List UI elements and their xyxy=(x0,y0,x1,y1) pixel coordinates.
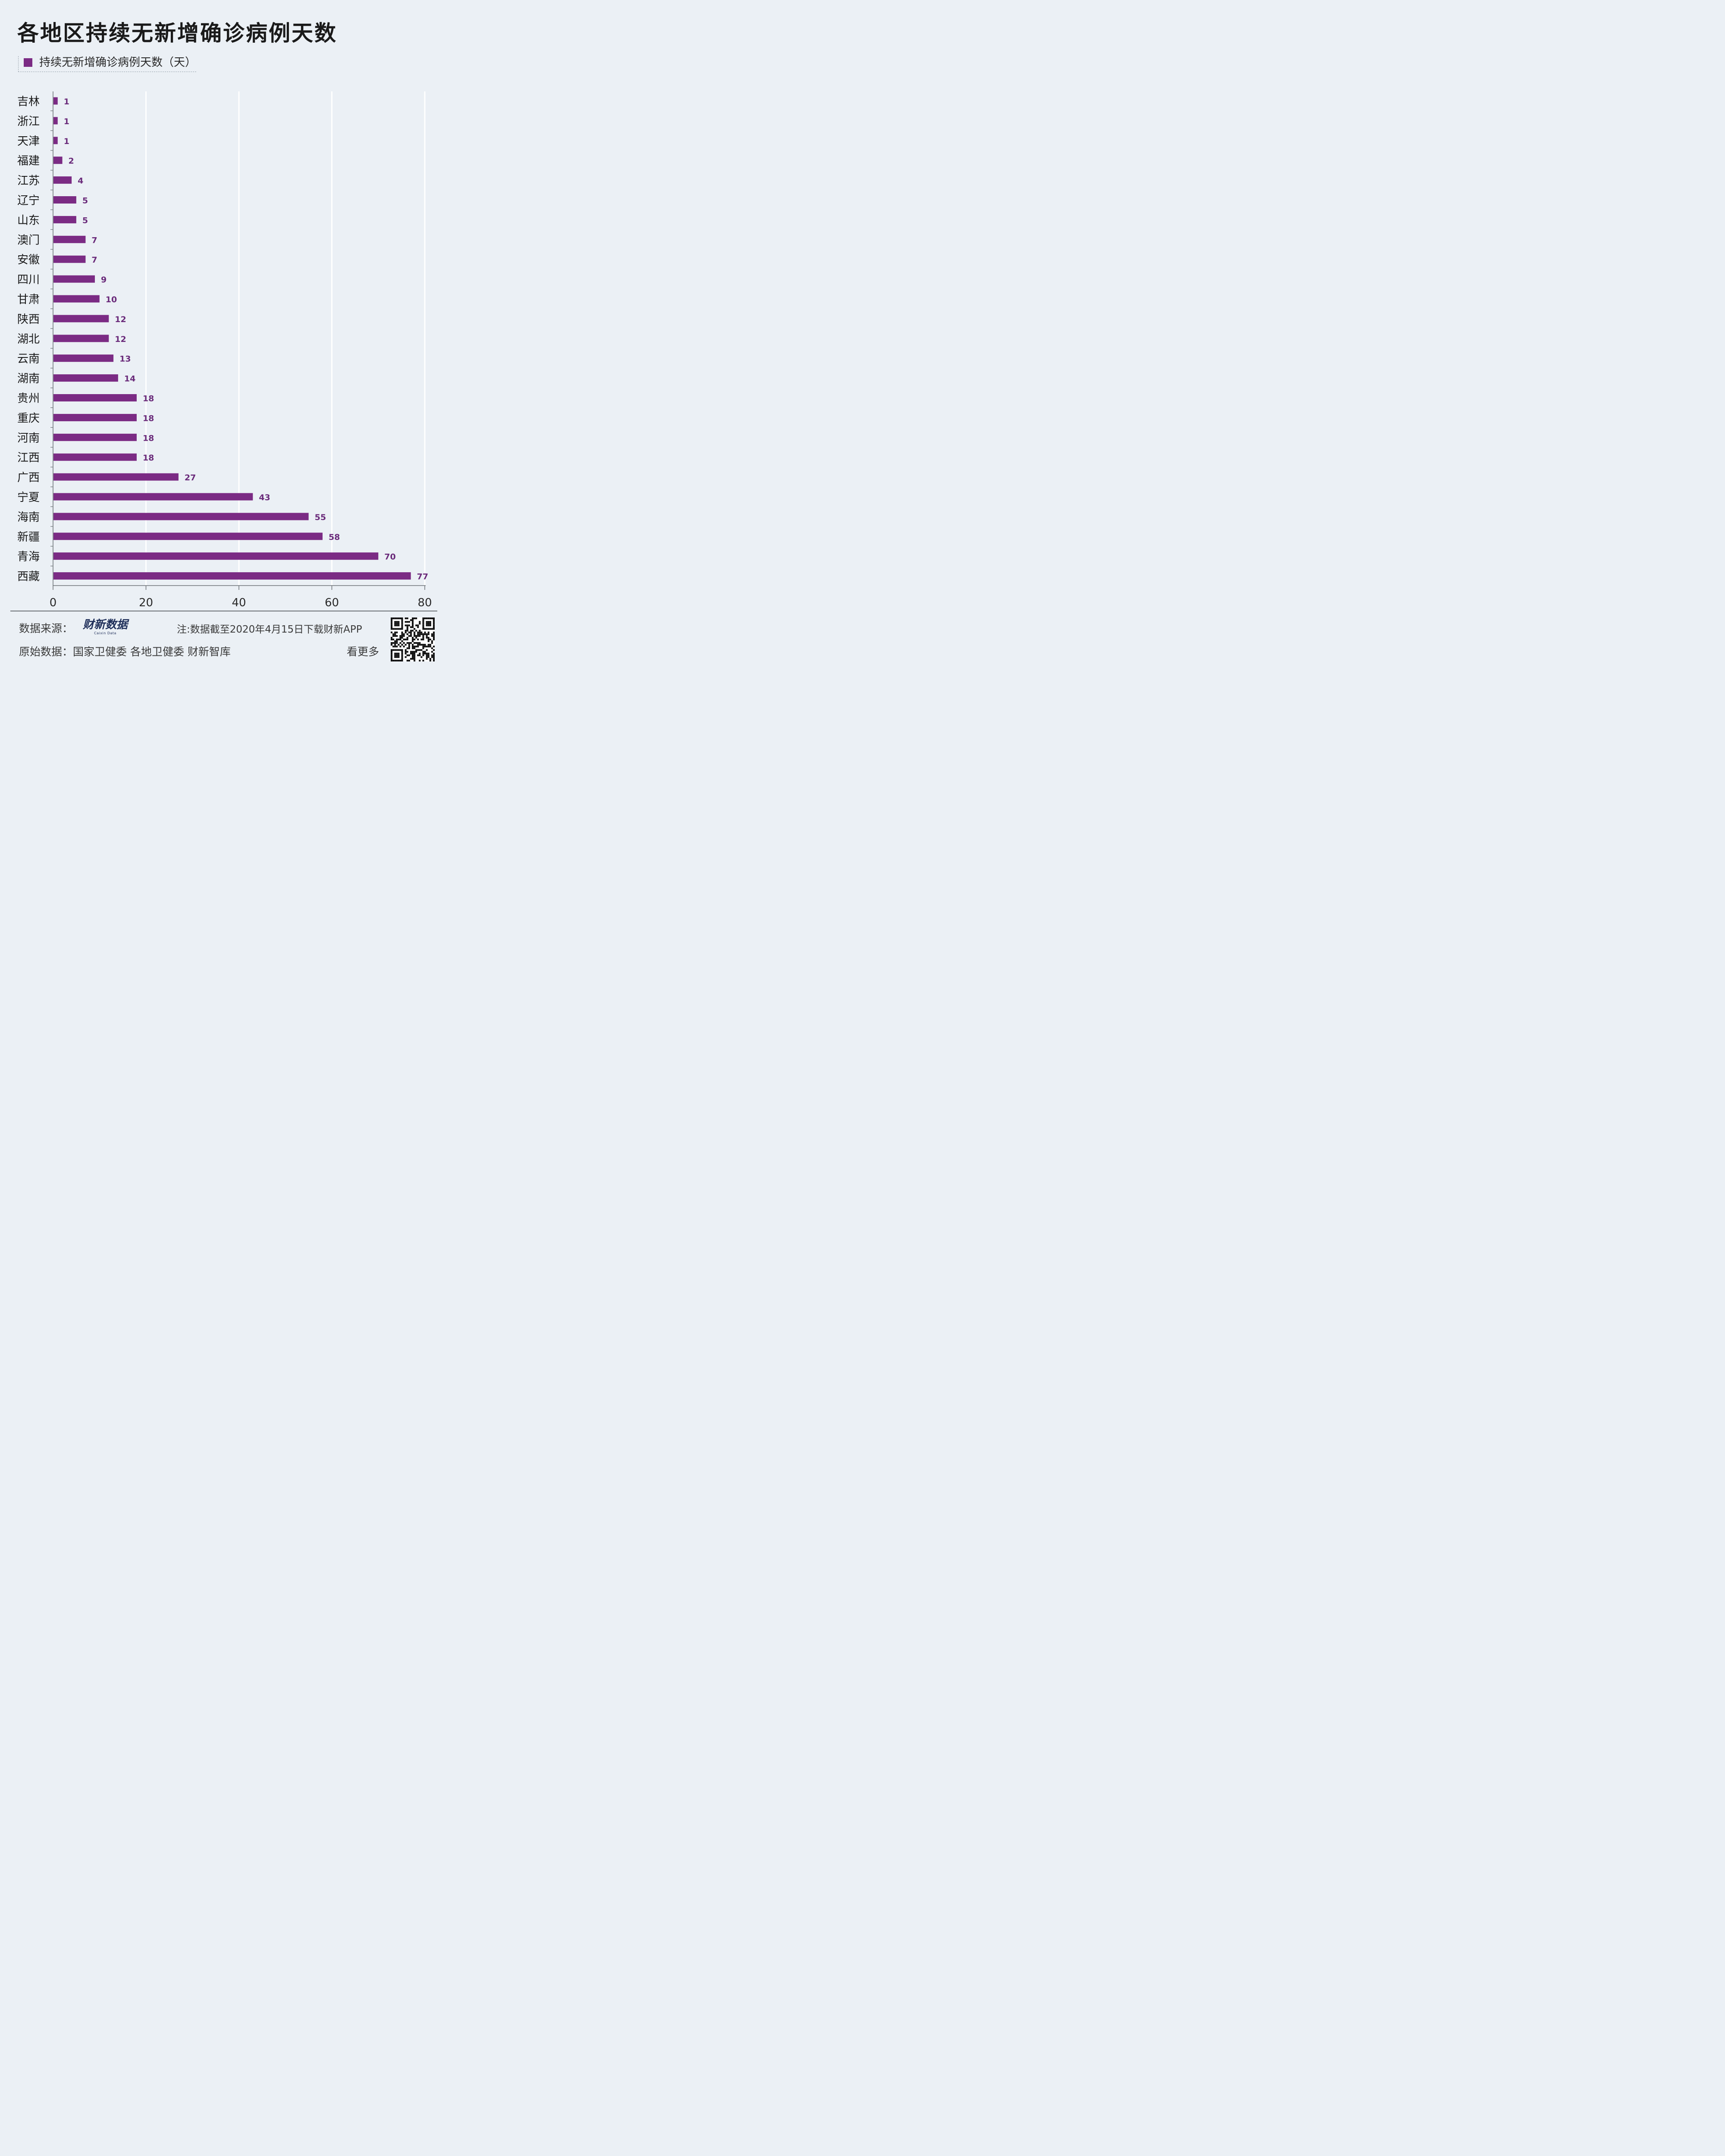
bar xyxy=(53,354,114,362)
x-tick-label: 80 xyxy=(417,596,432,609)
value-label: 18 xyxy=(143,453,154,463)
category-label: 陕西 xyxy=(17,313,40,326)
value-label: 5 xyxy=(82,196,88,206)
original-sources-list: 国家卫健委 各地卫健委 财新智库 xyxy=(73,646,231,658)
category-label: 广西 xyxy=(17,471,40,484)
category-label: 江西 xyxy=(17,451,40,464)
value-label: 14 xyxy=(124,374,135,384)
value-label: 1 xyxy=(64,137,69,146)
value-label: 7 xyxy=(91,235,97,245)
bar xyxy=(53,433,137,441)
bar xyxy=(53,335,109,342)
legend-label: 持续无新增确诊病例天数（天） xyxy=(39,56,197,69)
x-tick-label: 60 xyxy=(325,596,339,609)
value-label: 18 xyxy=(143,394,154,404)
x-tick-label: 40 xyxy=(232,596,246,609)
category-label: 吉林 xyxy=(17,95,40,108)
legend: 持续无新增确诊病例天数（天） xyxy=(18,56,197,72)
brand-name: 财新数据 xyxy=(83,618,128,631)
bar xyxy=(53,117,58,125)
bar xyxy=(53,493,253,501)
category-label: 河南 xyxy=(17,432,40,445)
bar xyxy=(53,255,86,263)
category-label: 澳门 xyxy=(17,234,40,247)
bar-chart: 0 20 40 60 80 吉林 1 浙江 1 天津 1 福建 2 江苏 4 辽宁 5 山东 5 澳门 7 安徽 7 四川 9 甘… xyxy=(17,91,432,609)
legend-swatch xyxy=(24,58,32,67)
value-label: 12 xyxy=(115,315,126,324)
brand-subtitle: Caixin Data xyxy=(94,631,116,635)
bar xyxy=(53,315,109,323)
bar xyxy=(53,453,137,461)
bar xyxy=(53,97,58,105)
original-sources-label: 原始数据： xyxy=(19,646,73,658)
category-label: 天津 xyxy=(17,135,40,148)
bar xyxy=(53,414,137,421)
bar xyxy=(53,157,63,164)
category-label: 贵州 xyxy=(17,392,40,405)
value-label: 77 xyxy=(417,572,428,582)
value-label: 10 xyxy=(106,295,117,304)
category-label: 安徽 xyxy=(17,254,40,266)
x-tick-label: 20 xyxy=(139,596,153,609)
brand-logo: 财新数据 Caixin Data xyxy=(83,618,128,635)
bar xyxy=(53,137,58,144)
value-label: 70 xyxy=(384,552,395,562)
bar xyxy=(53,216,76,223)
bar xyxy=(53,196,76,204)
grid-lines xyxy=(145,91,426,586)
value-label: 5 xyxy=(82,216,88,225)
bar xyxy=(53,533,323,540)
category-label: 云南 xyxy=(17,353,40,366)
chart-title: 各地区持续无新增确诊病例天数 xyxy=(17,21,337,46)
value-label: 4 xyxy=(78,176,83,186)
category-label: 海南 xyxy=(17,511,40,524)
category-label: 宁夏 xyxy=(17,491,40,504)
bar xyxy=(53,552,379,560)
category-label: 山东 xyxy=(17,214,40,227)
value-label: 1 xyxy=(64,97,69,107)
bar xyxy=(53,473,179,481)
category-label: 甘肃 xyxy=(17,293,40,306)
category-label: 新疆 xyxy=(17,531,40,544)
bar xyxy=(53,513,309,520)
category-label: 江苏 xyxy=(17,175,40,188)
category-label: 青海 xyxy=(17,551,40,564)
bar xyxy=(53,176,72,184)
category-label: 四川 xyxy=(17,273,40,286)
category-label: 西藏 xyxy=(17,570,40,583)
original-sources: 原始数据：国家卫健委 各地卫健委 财新智库 xyxy=(19,643,231,659)
category-label: 湖南 xyxy=(17,373,40,385)
category-label: 福建 xyxy=(17,155,40,168)
bar xyxy=(53,235,86,243)
see-more-link[interactable]: 看更多 xyxy=(347,646,380,658)
axes: 0 20 40 60 80 吉林 1 浙江 1 天津 1 福建 2 江苏 4 辽宁 5 山东 5 澳门 7 安徽 7 四川 9 甘… xyxy=(17,91,432,609)
value-label: 18 xyxy=(143,414,154,423)
category-label: 浙江 xyxy=(17,115,40,128)
value-label: 43 xyxy=(259,493,270,502)
bar xyxy=(53,394,137,401)
bar xyxy=(53,572,411,580)
bars xyxy=(53,97,411,580)
bar xyxy=(53,275,95,283)
footnote: 注:数据截至2020年4月15日下载财新APP xyxy=(177,624,362,635)
bar xyxy=(53,295,100,303)
category-label: 重庆 xyxy=(17,412,40,425)
value-label: 18 xyxy=(143,433,154,443)
x-tick-label: 0 xyxy=(50,596,57,609)
category-label: 湖北 xyxy=(17,333,40,346)
value-label: 13 xyxy=(119,354,131,364)
qr-code-icon[interactable] xyxy=(391,617,435,661)
source-label: 数据来源： xyxy=(19,622,73,635)
value-label: 2 xyxy=(69,157,74,166)
category-label: 辽宁 xyxy=(17,194,40,207)
value-label: 58 xyxy=(329,533,340,542)
value-label: 9 xyxy=(101,275,107,285)
value-label: 1 xyxy=(64,117,69,126)
value-label: 7 xyxy=(91,255,97,265)
value-label: 27 xyxy=(185,473,196,483)
value-label: 12 xyxy=(115,335,126,344)
bar xyxy=(53,374,118,382)
value-label: 55 xyxy=(315,513,326,522)
